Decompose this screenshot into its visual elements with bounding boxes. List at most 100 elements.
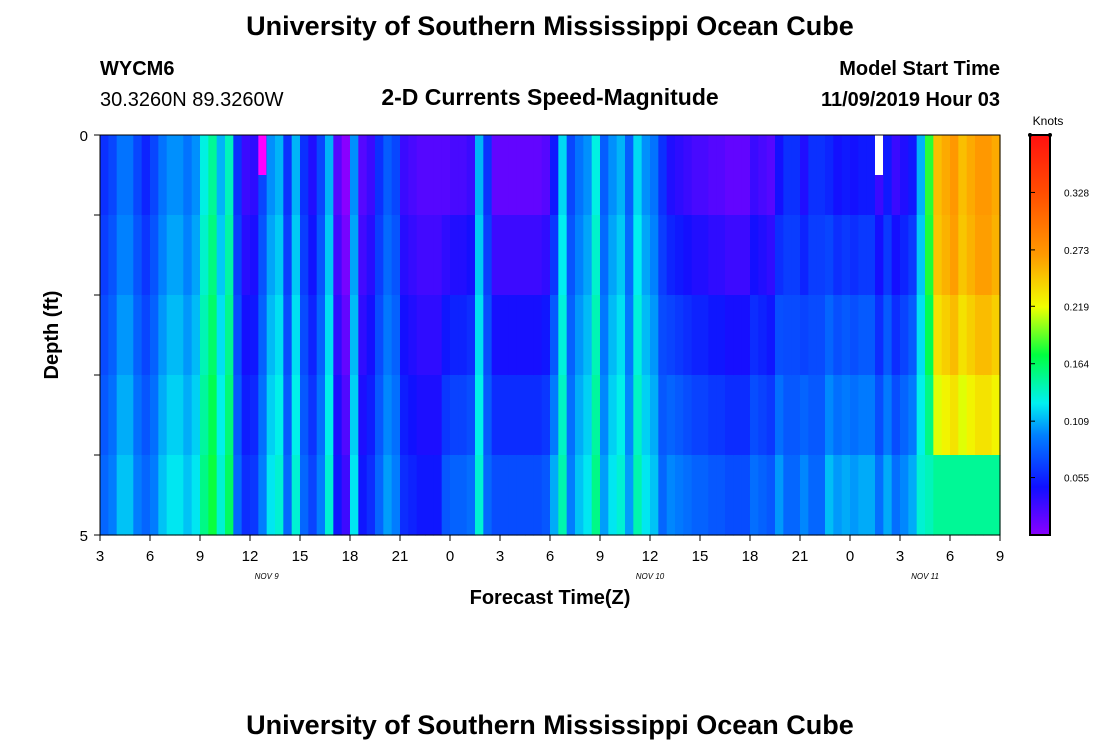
heatmap-cell bbox=[966, 295, 976, 376]
heatmap-cell bbox=[141, 135, 151, 216]
heatmap-cell bbox=[475, 295, 484, 376]
heatmap-cell bbox=[750, 135, 759, 216]
colorbar-tick-label: 0.328 bbox=[1064, 188, 1089, 199]
heatmap-cell bbox=[500, 375, 509, 456]
heatmap-cell bbox=[208, 375, 218, 456]
heatmap-cell bbox=[983, 375, 993, 456]
heatmap-cell bbox=[791, 135, 801, 216]
heatmap-cell bbox=[833, 455, 843, 536]
heatmap-cell bbox=[533, 215, 543, 296]
colorbar-tick-label: 0.219 bbox=[1064, 302, 1089, 313]
heatmap-cell bbox=[983, 295, 993, 376]
heatmap-cell bbox=[158, 455, 168, 536]
y-tick-label: 0 bbox=[80, 128, 88, 145]
heatmap-cell bbox=[633, 215, 643, 296]
heatmap-cell bbox=[958, 215, 968, 296]
heatmap-cell bbox=[866, 455, 876, 536]
heatmap-cell bbox=[341, 295, 351, 376]
heatmap-cell bbox=[716, 295, 726, 376]
colorbar-tick-label: 0.273 bbox=[1064, 246, 1089, 257]
heatmap-cell bbox=[325, 135, 334, 216]
heatmap-cell bbox=[266, 135, 276, 216]
heatmap-cell bbox=[666, 295, 676, 376]
heatmap-cell bbox=[425, 295, 434, 376]
heatmap-cell bbox=[933, 215, 943, 296]
heatmap-cell bbox=[975, 375, 984, 456]
heatmap-cell bbox=[958, 295, 968, 376]
heatmap-cell bbox=[208, 135, 218, 216]
heatmap-cell bbox=[591, 135, 601, 216]
heatmap-cell bbox=[816, 455, 826, 536]
heatmap-cell bbox=[766, 215, 776, 296]
heatmap-cell bbox=[675, 455, 684, 536]
heatmap-cell bbox=[108, 455, 118, 536]
date-label: NOV 10 bbox=[636, 572, 665, 581]
heatmap-cell bbox=[108, 135, 118, 216]
heatmap-cell bbox=[816, 135, 826, 216]
x-tick-label: 0 bbox=[446, 548, 454, 565]
heatmap-cell bbox=[275, 215, 284, 296]
heatmap-cell bbox=[325, 295, 334, 376]
heatmap-cell bbox=[666, 215, 676, 296]
x-tick-label: 18 bbox=[342, 548, 359, 565]
heatmap-cell bbox=[141, 455, 151, 536]
heatmap-cell bbox=[875, 135, 884, 216]
heatmap-cell bbox=[883, 375, 893, 456]
heatmap-cell bbox=[375, 135, 384, 216]
x-tick-label: 0 bbox=[846, 548, 854, 565]
heatmap-cell bbox=[100, 215, 109, 296]
x-tick-label: 9 bbox=[596, 548, 604, 565]
heatmap-cell bbox=[791, 215, 801, 296]
heatmap-cell bbox=[700, 455, 709, 536]
heatmap-cell bbox=[658, 295, 668, 376]
heatmap-cell bbox=[116, 375, 126, 456]
heatmap-cell bbox=[375, 455, 384, 536]
heatmap-cell bbox=[566, 295, 576, 376]
heatmap-cell bbox=[816, 215, 826, 296]
heatmap-cell bbox=[900, 455, 909, 536]
heatmap-cell bbox=[583, 135, 593, 216]
heatmap-cell bbox=[266, 455, 276, 536]
heatmap-cell bbox=[816, 295, 826, 376]
heatmap-cell bbox=[458, 135, 468, 216]
heatmap-cell bbox=[175, 135, 184, 216]
heatmap-cell bbox=[825, 295, 834, 376]
heatmap-cell bbox=[725, 135, 734, 216]
heatmap-cell bbox=[283, 135, 293, 216]
heatmap-cell bbox=[758, 135, 768, 216]
heatmap-cell bbox=[600, 215, 609, 296]
colorbar-corner-marker bbox=[1028, 133, 1032, 137]
heatmap-cell bbox=[391, 295, 401, 376]
heatmap-cell bbox=[150, 375, 159, 456]
heatmap-cell bbox=[116, 295, 126, 376]
heatmap-cell bbox=[983, 135, 993, 216]
heatmap-cell bbox=[791, 455, 801, 536]
heatmap-cell bbox=[325, 375, 334, 456]
heatmap-cell bbox=[541, 215, 551, 296]
x-tick-label: 15 bbox=[292, 548, 309, 565]
heatmap-cell bbox=[983, 455, 993, 536]
heatmap-cell bbox=[883, 215, 893, 296]
footer-title: University of Southern Mississippi Ocean… bbox=[246, 710, 854, 740]
heatmap-cell bbox=[800, 215, 809, 296]
heatmap-cell bbox=[300, 295, 309, 376]
heatmap-cell bbox=[875, 375, 884, 456]
heatmap-cell bbox=[283, 455, 293, 536]
heatmap-cell bbox=[891, 215, 901, 296]
heatmap-cell bbox=[358, 215, 368, 296]
heatmap-cells bbox=[100, 135, 1001, 536]
heatmap-cell bbox=[850, 455, 859, 536]
heatmap-cell bbox=[408, 295, 418, 376]
heatmap-cell bbox=[925, 135, 934, 216]
heatmap-cell bbox=[816, 375, 826, 456]
heatmap-cell bbox=[741, 375, 751, 456]
heatmap-cell bbox=[216, 455, 226, 536]
heatmap-cell bbox=[416, 135, 426, 216]
heatmap-cell bbox=[733, 295, 743, 376]
heatmap-cell bbox=[225, 215, 234, 296]
heatmap-cell bbox=[316, 455, 326, 536]
heatmap-cell bbox=[591, 295, 601, 376]
heatmap-cell bbox=[550, 295, 559, 376]
heatmap-cell bbox=[866, 295, 876, 376]
heatmap-cell bbox=[325, 455, 334, 536]
